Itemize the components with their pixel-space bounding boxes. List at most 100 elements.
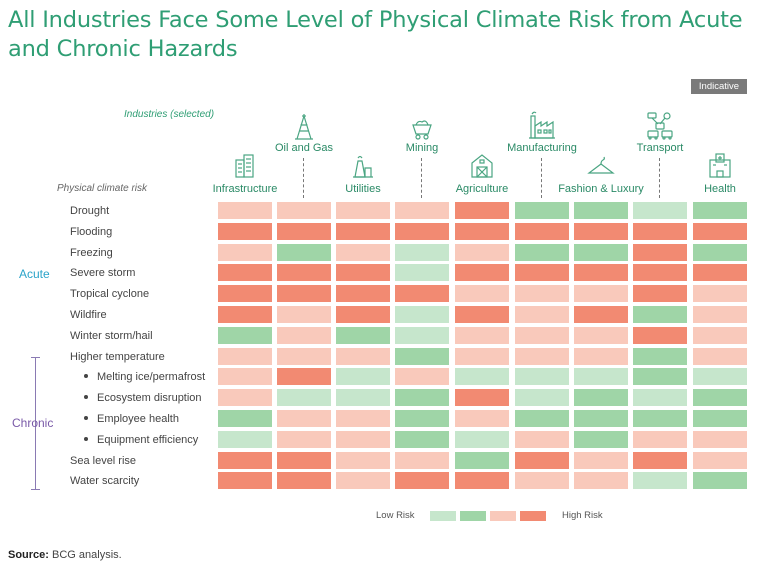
heatmap-cell (218, 368, 272, 386)
heatmap-cell (455, 472, 509, 490)
heatmap-cell (515, 368, 569, 386)
heatmap-cell (277, 410, 331, 427)
heatmap-cell (515, 202, 569, 219)
industry-stem (659, 158, 660, 198)
heatmap-cell (336, 410, 390, 427)
industry-label: Infrastructure (212, 183, 278, 195)
heatmap-cell (218, 306, 272, 323)
heatmap-cell (395, 306, 449, 323)
heatmap-cell (277, 389, 331, 407)
heatmap-cell (455, 326, 509, 344)
heatmap-cell (395, 264, 449, 282)
heatmap-cell (693, 451, 747, 469)
hospital-icon (707, 152, 733, 178)
industry-label: Fashion & Luxury (558, 183, 644, 195)
heatmap-cell (693, 243, 747, 261)
risk-row-label: Equipment efficiency (84, 434, 198, 446)
heatmap-cell (693, 347, 747, 365)
heatmap-cell (395, 389, 449, 407)
heatmap-cell (277, 264, 331, 282)
heatmap-cell (693, 202, 747, 219)
drone-transport-icon (645, 110, 675, 140)
heatmap-cell (277, 306, 331, 323)
factory-icon (527, 110, 557, 140)
heatmap-cell (574, 347, 628, 365)
legend-low-label: Low Risk (376, 510, 415, 521)
barn-icon (469, 152, 495, 178)
heatmap-cell (336, 264, 390, 282)
heatmap-cell (277, 451, 331, 469)
heatmap-cell (515, 222, 569, 240)
heatmap-cell (336, 347, 390, 365)
heatmap-cell (574, 410, 628, 427)
risk-row-label: Higher temperature (70, 350, 165, 363)
hanger-icon (587, 156, 615, 178)
heatmap-cell (277, 285, 331, 303)
risk-row-label: Freezing (70, 246, 113, 259)
heatmap-cell (336, 202, 390, 219)
industry-stem (421, 158, 422, 198)
legend-swatch-low (460, 511, 486, 521)
heatmap-cell (395, 285, 449, 303)
industry-label: Manufacturing (507, 142, 577, 154)
heatmap-cell (336, 306, 390, 323)
chart-title: All Industries Face Some Level of Physic… (8, 7, 743, 62)
risk-row-label: Melting ice/permafrost (84, 371, 205, 383)
heatmap-cell (515, 410, 569, 427)
acute-group-label: Acute (19, 267, 50, 281)
mine-cart-icon (409, 116, 435, 140)
heatmap-cell (277, 222, 331, 240)
building-icon (232, 152, 258, 178)
heatmap-cell (277, 368, 331, 386)
heatmap-cell (455, 222, 509, 240)
heatmap-cell (277, 430, 331, 448)
risk-row-label: Tropical cyclone (70, 288, 150, 301)
heatmap-cell (336, 389, 390, 407)
industry-label: Utilities (345, 183, 381, 195)
heatmap-cell (693, 410, 747, 427)
heatmap-cell (218, 451, 272, 469)
heatmap-cell (515, 306, 569, 323)
heatmap-cell (693, 368, 747, 386)
chronic-bracket-bottom (31, 489, 40, 490)
chronic-bracket-line (35, 357, 36, 489)
heatmap-cell (693, 472, 747, 490)
heatmap-cell (574, 451, 628, 469)
industry-label: Transport (636, 142, 684, 154)
industry-stem (303, 158, 304, 198)
heatmap-cell (336, 222, 390, 240)
legend-high-label: High Risk (562, 510, 603, 521)
heatmap-cell (455, 202, 509, 219)
chronic-group-label: Chronic (12, 416, 54, 430)
heatmap-cell (633, 264, 687, 282)
heatmap-cell (515, 264, 569, 282)
heatmap-cell (455, 243, 509, 261)
heatmap-cell (515, 472, 569, 490)
source-note: Source: BCG analysis. (8, 549, 122, 561)
industry-label: Oil and Gas (274, 142, 334, 154)
heatmap-cell (455, 306, 509, 323)
industry-label: Health (704, 183, 736, 195)
risk-row-label: Drought (70, 205, 110, 217)
heatmap-cell (395, 410, 449, 427)
heatmap-cell (574, 430, 628, 448)
heatmap-cell (693, 222, 747, 240)
heatmap-cell (574, 389, 628, 407)
heatmap-cell (218, 430, 272, 448)
bullet-icon (84, 395, 88, 400)
power-plant-icon (350, 152, 376, 178)
heatmap-cell (574, 306, 628, 323)
heatmap-cell (633, 306, 687, 323)
heatmap-cell (455, 451, 509, 469)
heatmap-cell (395, 243, 449, 261)
heatmap-cell (574, 202, 628, 219)
heatmap-cell (218, 389, 272, 407)
heatmap-cell (633, 389, 687, 407)
heatmap-cell (693, 430, 747, 448)
heatmap-cell (574, 368, 628, 386)
heatmap-cell (633, 326, 687, 344)
risk-row-label: Winter storm/hail (70, 329, 153, 342)
heatmap-cell (455, 430, 509, 448)
heatmap-cell (218, 264, 272, 282)
source-label: Source: (8, 549, 49, 561)
